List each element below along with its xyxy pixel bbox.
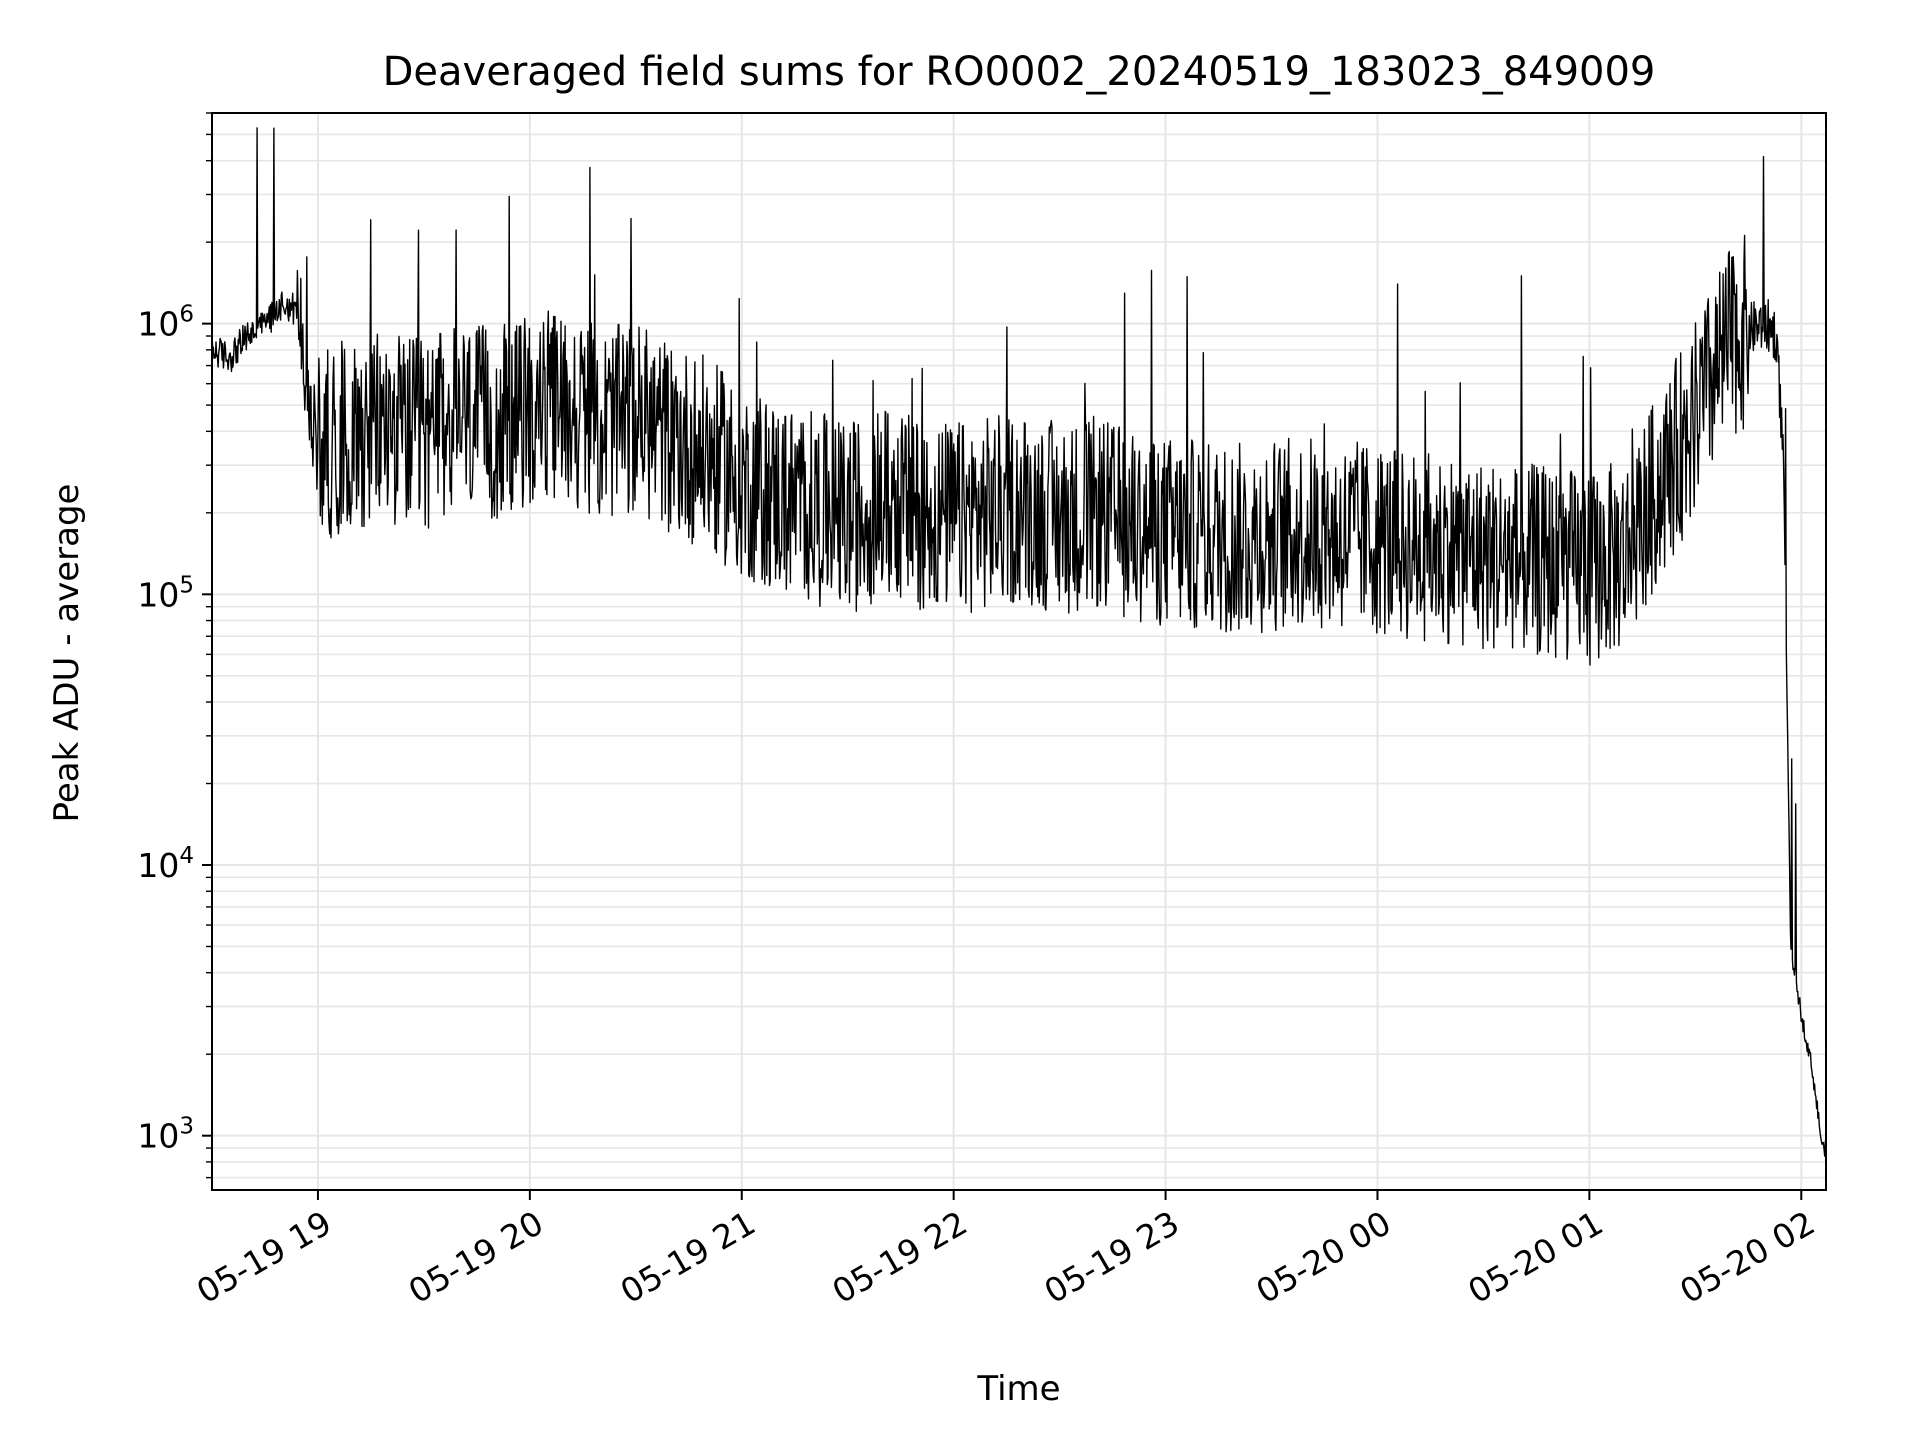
y-tick-label: 103 (137, 1114, 194, 1156)
y-axis-label: Peak ADU - average (47, 484, 87, 823)
y-tick-label: 104 (137, 843, 194, 885)
y-tick-label: 106 (137, 302, 194, 344)
x-tick-label: 05-19 22 (826, 1203, 974, 1311)
grid (212, 112, 1826, 1190)
x-tick-label: 05-19 23 (1038, 1203, 1186, 1311)
y-axis: 103 104 105 106 (137, 112, 212, 1179)
x-tick-label: 05-19 19 (190, 1203, 338, 1311)
y-tick-label: 105 (137, 572, 194, 614)
chart-title: Deaveraged field sums for RO0002_2024051… (383, 49, 1656, 95)
x-tick-label: 05-19 20 (402, 1203, 550, 1311)
x-tick-label: 05-20 00 (1249, 1203, 1397, 1311)
x-tick-label: 05-20 01 (1461, 1203, 1609, 1311)
series-line (211, 127, 1827, 1157)
x-tick-label: 05-19 21 (614, 1203, 762, 1311)
x-axis-label: Time (976, 1369, 1060, 1409)
plot-area (211, 112, 1827, 1191)
x-tick-label: 05-20 02 (1673, 1203, 1821, 1311)
x-axis: 05-19 19 05-19 20 05-19 21 05-19 22 05-19 23… (190, 1190, 1821, 1311)
